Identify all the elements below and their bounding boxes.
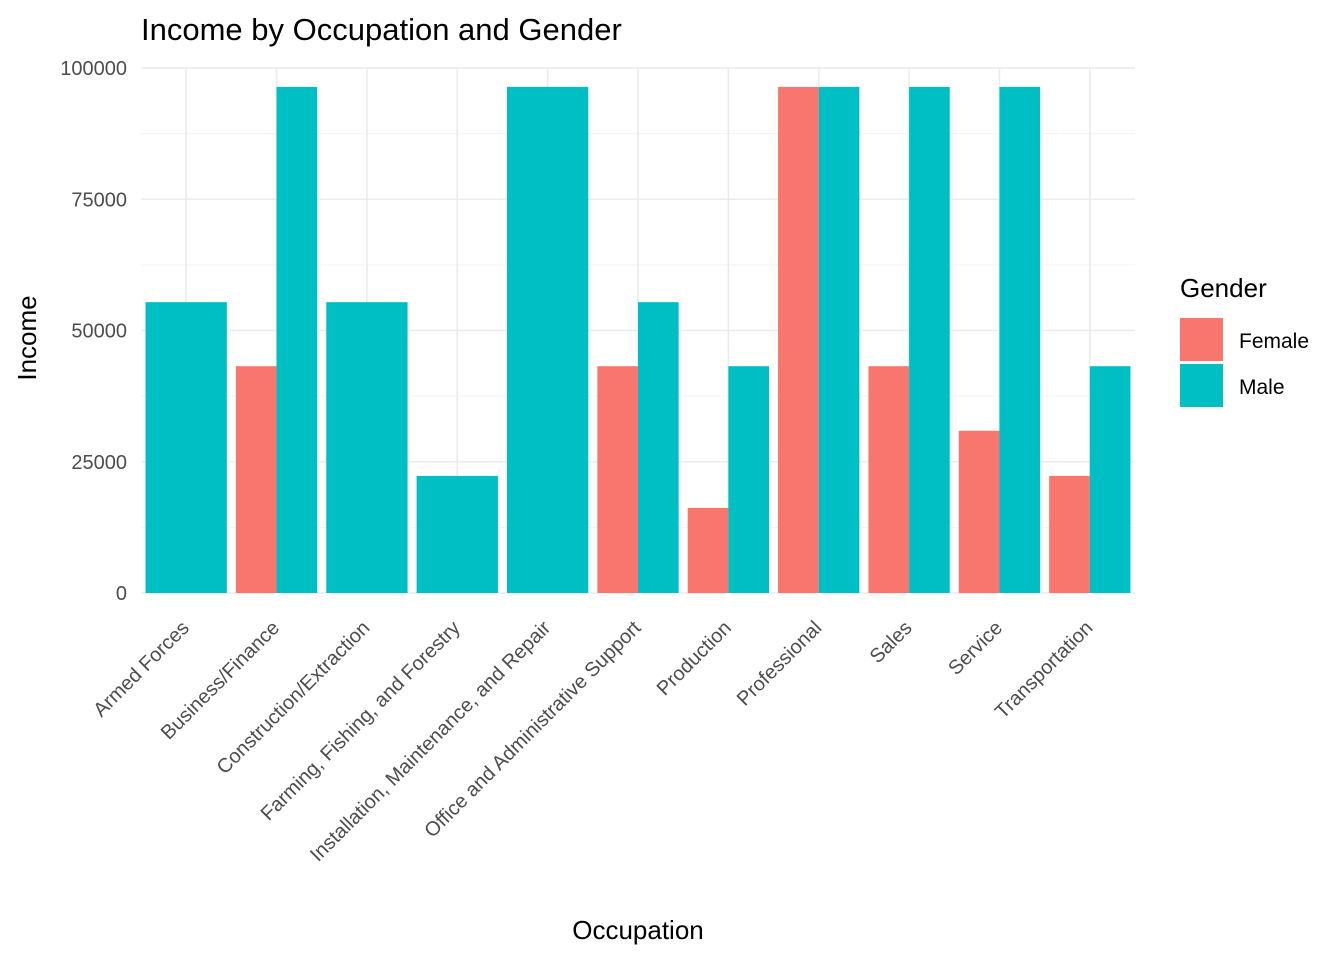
y-tick-label: 0 [116,583,127,605]
y-tick-label: 25000 [71,452,127,474]
x-tick-label: Professional [733,617,826,710]
chart-title: Income by Occupation and Gender [141,12,622,47]
legend-title: Gender [1180,273,1267,303]
y-axis-ticks: 0 25000 50000 75000 100000 [60,58,127,605]
bar-male [999,86,1041,594]
legend-label-male: Male [1239,376,1285,399]
bar-female [235,366,277,593]
bar-male [1089,366,1131,593]
bar-male [326,302,408,593]
bars [145,86,1131,594]
x-tick-label: Transportation [991,617,1097,723]
bar-female [597,366,638,593]
legend: Gender Female Male [1180,273,1309,407]
bar-male [145,302,227,593]
x-axis-title: Occupation [572,915,704,945]
bar-male [276,86,318,594]
legend-key-male [1180,364,1223,407]
bar-female [868,366,910,593]
bar-female [958,430,1000,593]
bar-female [778,86,819,594]
legend-key-female [1180,318,1223,361]
bar-male [506,86,589,594]
y-tick-label: 100000 [60,58,127,80]
legend-label-female: Female [1239,330,1309,353]
y-axis-title: Income [12,295,42,380]
legend-items: Female Male [1180,318,1309,407]
y-tick-label: 75000 [71,189,127,211]
x-tick-label: Production [653,617,736,700]
bar-female [1049,475,1090,593]
y-tick-label: 50000 [71,321,127,343]
bar-male [818,86,860,594]
x-tick-label: Sales [866,617,917,668]
bar-male [638,302,679,593]
bar-male [416,475,498,593]
bar-male [728,366,770,593]
bar-female [687,507,729,593]
bar-male [909,86,950,594]
x-tick-label: Farming, Fishing, and Forestry [257,617,465,825]
x-tick-label: Service [944,617,1007,680]
x-tick-label: Armed Forces [89,617,193,721]
x-tick-label: Construction/Extraction [213,617,375,779]
x-axis-ticks: Armed ForcesBusiness/FinanceConstruction… [89,617,1097,866]
